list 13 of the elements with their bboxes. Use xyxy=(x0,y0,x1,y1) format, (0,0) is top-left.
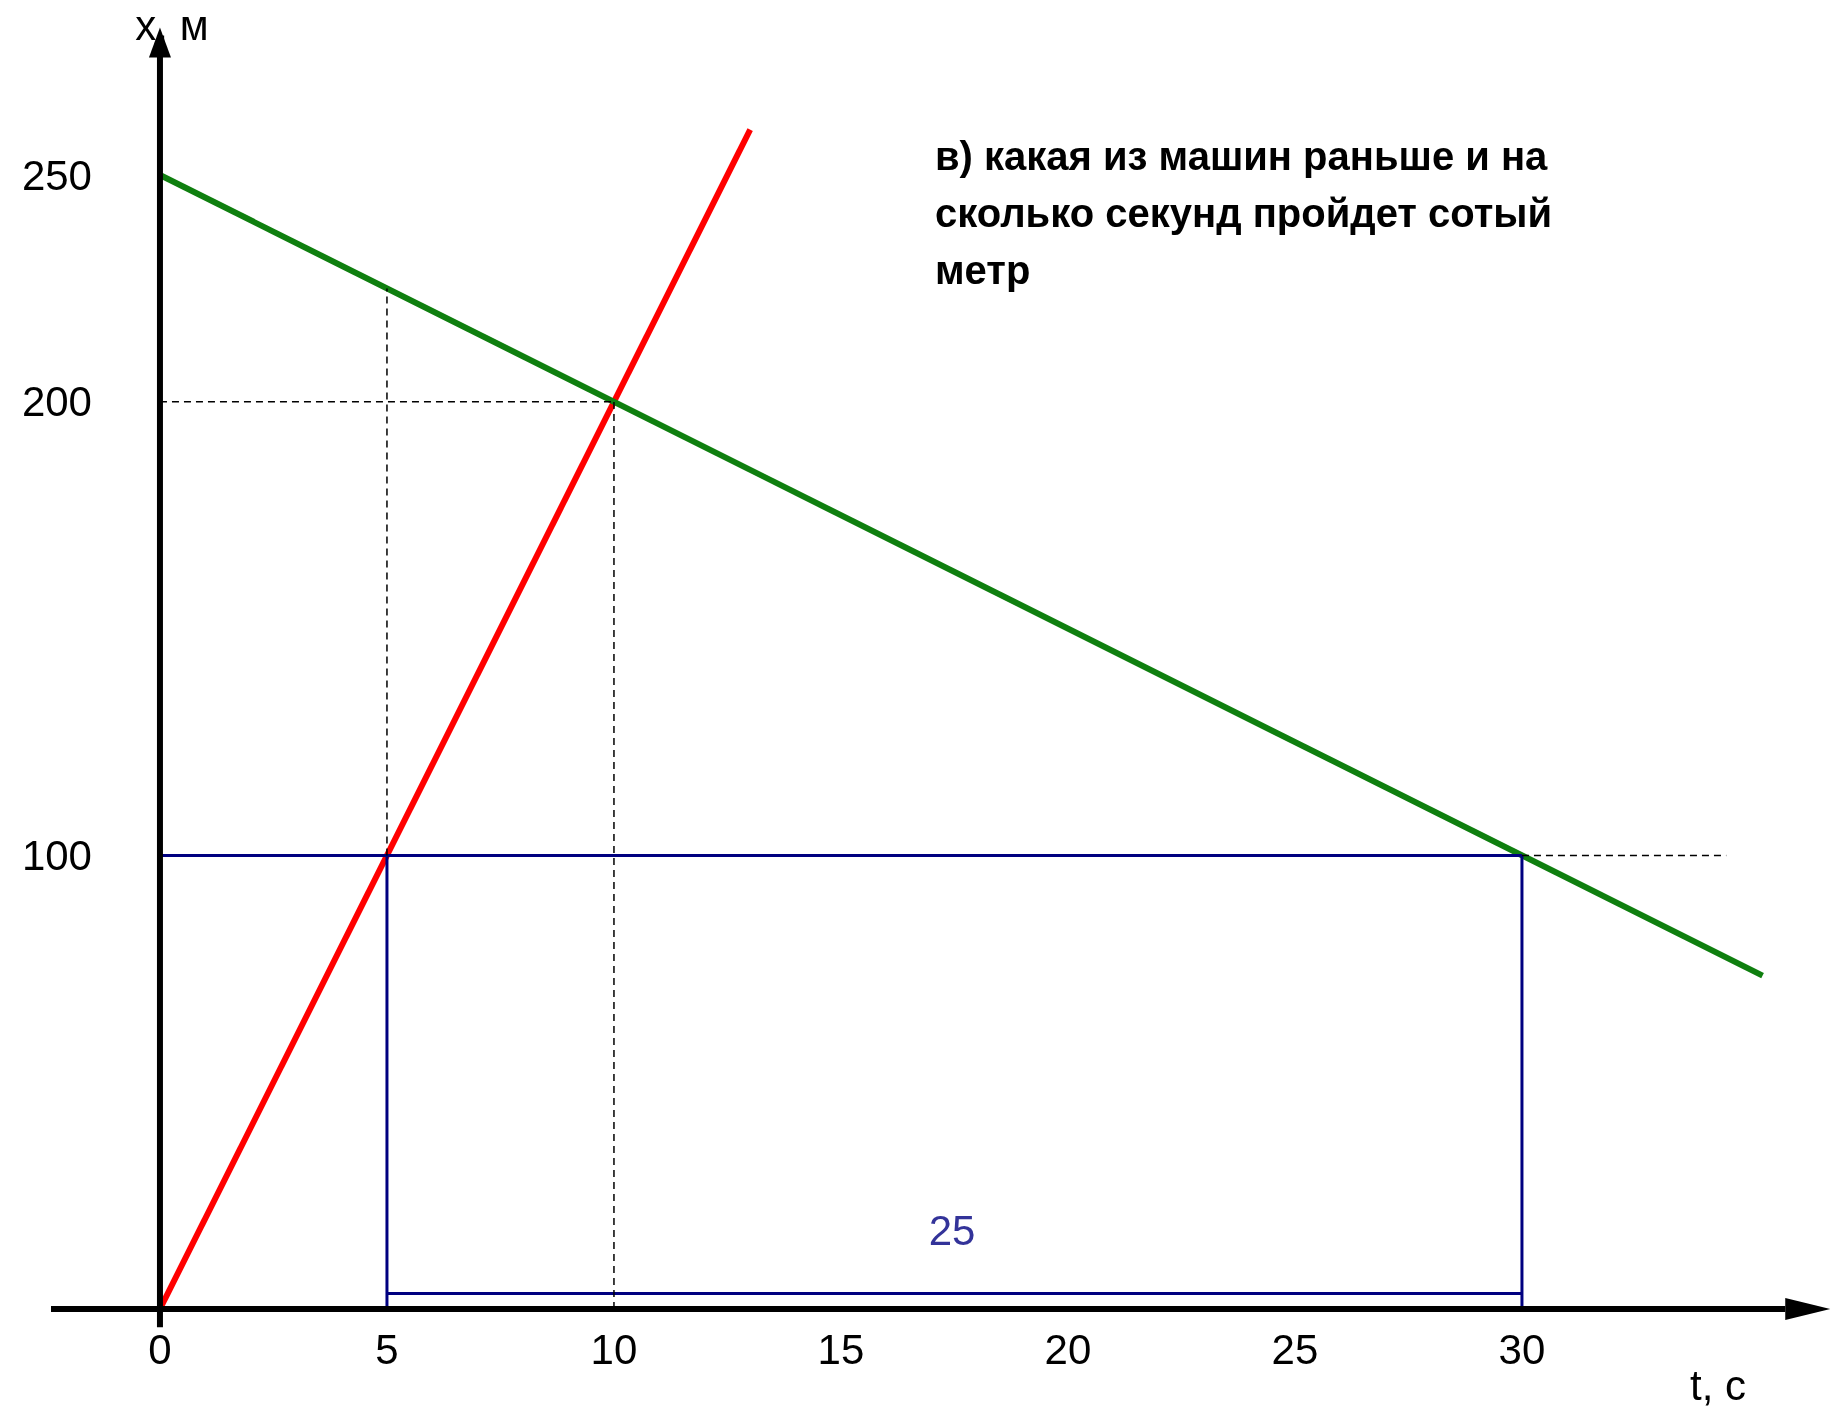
x-tick-label: 25 xyxy=(1271,1326,1319,1373)
y-tick-label: 100 xyxy=(21,831,92,879)
x-tick-label: 10 xyxy=(590,1326,638,1373)
text: в) какая из машин раньше и на сколько секунд пройдет сотый метр xyxy=(935,134,1553,292)
x-tick-label: 5 xyxy=(375,1326,399,1373)
y-tick-label: 250 xyxy=(21,151,92,199)
annotation: 25 xyxy=(928,1206,976,1254)
x-tick-label: 20 xyxy=(1044,1326,1092,1373)
x-tick-label: 30 xyxy=(1498,1326,1546,1373)
y-tick-label: 200 xyxy=(21,378,92,426)
x-tick-label: 0 xyxy=(148,1326,172,1373)
x-tick-label: 15 xyxy=(817,1326,865,1373)
x-axis-title: t, с xyxy=(1689,1362,1747,1409)
